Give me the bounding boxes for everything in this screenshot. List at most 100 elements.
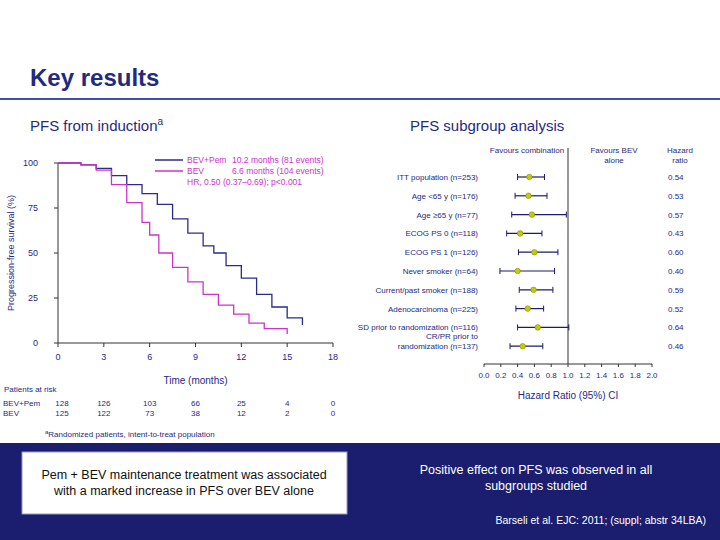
ci-cap (506, 230, 507, 236)
legend-detail: 6.6 months (104 events) (232, 166, 324, 176)
category-label: Age ≥65 y (n=77) (416, 211, 478, 220)
x-tick-label: 1.4 (596, 371, 608, 380)
column-header: Favours BEValone (590, 146, 638, 165)
at-risk-value: 126 (97, 399, 111, 408)
km-curve (58, 163, 302, 325)
x-tick (149, 343, 150, 347)
footnote: Randomized patients, intent-to-treat pop… (48, 430, 214, 439)
column-header: Hazard (667, 146, 693, 155)
ci-cap (543, 306, 544, 312)
at-risk-value: 122 (97, 409, 111, 418)
column-header: ratio (672, 156, 688, 165)
ci-cap (515, 306, 516, 312)
ci-cap (518, 249, 519, 255)
category-label: ECOG PS 0 (n=118) (405, 229, 478, 238)
slide: Key results PFS from inductiona Progressio… (0, 0, 720, 540)
x-tick-label: 15 (282, 352, 292, 362)
column-header: Favours BEV (590, 146, 638, 155)
conclusion-box (22, 452, 347, 514)
ci-cap (517, 174, 518, 180)
ci-cap (511, 212, 512, 218)
at-risk-value: 0 (331, 409, 336, 418)
ci-cap (552, 287, 553, 293)
at-risk-row-label: BEV+Pem (3, 399, 40, 408)
ci-cap (517, 324, 518, 330)
ci-cap (557, 249, 558, 255)
legend-swatch (155, 159, 183, 161)
x-tick (241, 343, 242, 347)
category-label: randomization (n=137) (398, 342, 479, 351)
hr-point (515, 268, 521, 274)
hr-point (535, 325, 541, 331)
x-axis-label: Hazard Ratio (95%) CI (518, 390, 619, 401)
x-tick (103, 343, 104, 347)
y-axis-label: Progression-free survival (%) (6, 195, 16, 311)
category-label: Never smoker (n=64) (403, 267, 479, 276)
at-risk-value: 4 (285, 399, 290, 408)
hr-point (525, 306, 531, 312)
at-risk-value: 2 (285, 409, 290, 418)
x-tick-label: 6 (147, 352, 152, 362)
data-label: 0.64 (668, 323, 684, 332)
annotation: HR, 0.50 (0.37–0.69); p<0.001 (187, 177, 302, 187)
x-tick (601, 364, 602, 367)
category-label: SD prior to randomization (n=116) (358, 323, 478, 332)
slide-title: Key results (30, 64, 159, 91)
conclusion: Pem + BEV maintenance treatment was asso… (41, 468, 326, 498)
category-label: ITT population (n=253) (397, 173, 478, 182)
at-risk-value: 0 (331, 399, 336, 408)
at-risk-value: 38 (191, 409, 200, 418)
conclusion: subgroups studied (485, 479, 587, 493)
ci-bar (507, 233, 542, 234)
x-tick (652, 364, 653, 367)
legend-detail: 10.2 months (81 events) (232, 155, 324, 165)
conclusion: with a marked increase in PFS over BEV a… (53, 484, 314, 498)
category-label: Never smoker (n=64) (403, 267, 479, 276)
hr-point (520, 343, 526, 349)
chart-title: PFS subgroup analysis (410, 117, 564, 134)
x-tick-label: 1.8 (630, 371, 642, 380)
ci-bar (510, 346, 543, 347)
data-label: 0.53 (668, 192, 684, 201)
x-tick (551, 364, 552, 367)
data-label: 0.60 (668, 248, 684, 257)
x-tick-label: 0.0 (478, 371, 490, 380)
category-label: Current/past smoker (n=188) (376, 286, 479, 295)
category-label: SD prior to randomization (n=116) (358, 323, 478, 332)
x-tick-label: 0.6 (529, 371, 541, 380)
ci-bar (512, 214, 567, 215)
ci-cap (542, 343, 543, 349)
bottom-band (0, 443, 720, 540)
hr-point (527, 174, 533, 180)
ci-cap (544, 174, 545, 180)
x-tick-label: 1.0 (562, 371, 574, 380)
category-label: CR/PR prior to (426, 332, 479, 341)
at-risk-value: 12 (237, 409, 246, 418)
at-risk-value: 128 (55, 399, 69, 408)
chart-title: PFS from inductiona (30, 116, 164, 134)
x-tick (287, 343, 288, 347)
chart-title: PFS from induction (30, 117, 158, 134)
conclusion: Positive effect on PFS was observed in a… (420, 463, 653, 477)
x-tick (195, 343, 196, 347)
ci-bar (518, 327, 569, 328)
at-risk-value: 103 (143, 399, 157, 408)
y-tick (54, 343, 58, 344)
y-tick-label: 25 (28, 293, 38, 303)
y-tick (54, 253, 58, 254)
category-label: Age ≥65 y (n=77) (416, 211, 478, 220)
title-rule (0, 98, 720, 100)
x-tick (534, 364, 535, 367)
y-tick (54, 163, 58, 164)
at-risk-value: 125 (55, 409, 69, 418)
x-tick-label: 0.4 (512, 371, 524, 380)
ci-cap (568, 324, 569, 330)
x-tick (484, 364, 485, 367)
category-label: Adenocarcinoma (n=225) (388, 305, 478, 314)
x-tick (584, 364, 585, 367)
legend-swatch (155, 170, 183, 172)
hr-point (531, 287, 537, 293)
footnote: aRandomized patients, intent-to-treat po… (45, 429, 215, 439)
column-header: Favours combination (490, 146, 564, 155)
data-label: 0.46 (668, 342, 684, 351)
